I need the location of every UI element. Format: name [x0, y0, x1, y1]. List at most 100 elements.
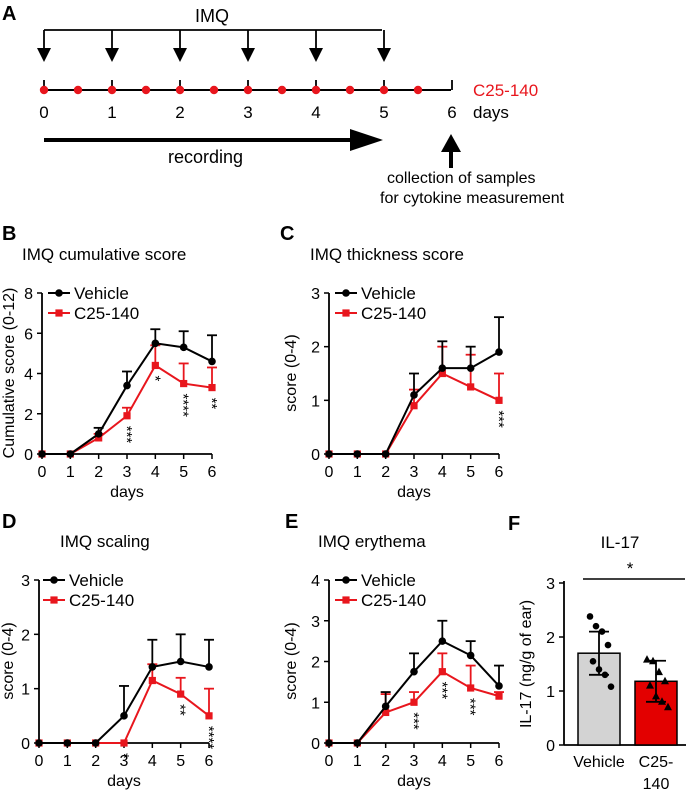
significance-marker: *: [146, 375, 163, 381]
significance-marker: *: [627, 559, 634, 578]
dose-dot: [413, 85, 423, 95]
y-tick-label: 0: [311, 447, 320, 464]
data-point: [410, 698, 418, 706]
x-tick-label: 6: [495, 464, 504, 481]
significance-marker: ***: [405, 712, 422, 730]
x-tick-label: 4: [438, 753, 447, 770]
dose-dot: [175, 85, 185, 95]
data-point: [646, 681, 654, 689]
legend-marker: [55, 289, 63, 297]
y-tick-label: 2: [21, 627, 30, 644]
data-point: [353, 450, 362, 458]
data-point: [495, 396, 503, 404]
x-tick-label: 1: [63, 753, 72, 770]
data-point: [151, 339, 160, 348]
y-tick-label: 3: [311, 286, 320, 303]
data-point: [495, 682, 503, 690]
data-point: [589, 658, 597, 665]
collection-line1: collection of samples: [387, 170, 536, 187]
x-tick-label: 4: [438, 464, 447, 481]
data-point: [601, 671, 609, 679]
y-tick-label: 0: [546, 738, 555, 755]
data-point: [205, 712, 213, 720]
x-axis-label: days: [397, 773, 431, 790]
significance-marker: ****: [200, 726, 217, 750]
y-axis-label: score (0-4): [283, 622, 300, 699]
panel-label: D: [2, 511, 16, 533]
x-tick-label: 0: [325, 753, 334, 770]
data-point: [151, 361, 159, 370]
data-point: [95, 434, 103, 442]
x-axis-label: days: [110, 484, 144, 501]
chart-c: C IMQ thickness score score (0-4) 0 1 2 3 0 1 2 3 4…: [280, 223, 507, 501]
imq-arrowhead: [37, 48, 51, 62]
data-point: [120, 739, 128, 747]
y-axis-label: IL-17 (ng/g of ear): [518, 600, 535, 728]
timeline-ticks: 0 1 2 3 4 5 6: [39, 80, 457, 122]
y-tick-label: 1: [546, 684, 555, 701]
data-point: [123, 412, 131, 420]
imq-arrowhead: [309, 48, 323, 62]
legend-label: Vehicle: [361, 571, 416, 590]
data-point: [208, 357, 216, 366]
timeline-tick-label: 0: [39, 103, 48, 122]
data-point: [208, 383, 216, 392]
dose-dot: [141, 85, 151, 95]
data-point: [325, 739, 333, 747]
legend-label: Vehicle: [69, 571, 124, 590]
data-point: [652, 691, 660, 700]
imq-arrowhead: [173, 48, 187, 62]
legend-marker: [50, 596, 58, 604]
x-tick-label: 1: [353, 464, 362, 481]
significance-marker: ****: [175, 394, 192, 418]
x-tick-label: 5: [466, 464, 475, 481]
x-tick-label: 6: [205, 753, 214, 770]
significance-marker: ***: [462, 698, 479, 716]
data-point: [466, 364, 475, 372]
y-axis-label: Cumulative score (0-12): [1, 288, 18, 459]
data-point: [410, 667, 418, 676]
x-tick-label: 3: [120, 753, 129, 770]
recording-arrowhead: [350, 129, 383, 151]
schematic-panel: A IMQ 0 1 2 3 4 5 6 C25-140 days recording col…: [2, 3, 565, 207]
significance-marker: ***: [490, 410, 507, 428]
legend-label: Vehicle: [361, 284, 416, 303]
y-tick-label: 6: [24, 326, 33, 343]
data-point: [438, 668, 446, 676]
x-tick-label: 4: [151, 464, 160, 481]
data-point: [35, 739, 43, 747]
compound-label: C25-140: [473, 81, 538, 100]
category-label: 140: [643, 776, 670, 793]
y-tick-label: 4: [311, 573, 320, 590]
x-axis-label: days: [107, 773, 141, 790]
timeline-tick-label: 2: [175, 103, 184, 122]
y-tick-label: 0: [311, 736, 320, 753]
data-point: [598, 628, 606, 635]
x-tick-label: 0: [38, 464, 47, 481]
x-tick-label: 1: [66, 464, 75, 481]
legend-label: C25-140: [361, 591, 426, 610]
series-vehicle: [325, 619, 504, 747]
panel-label-a: A: [2, 3, 16, 25]
x-tick-label: 2: [381, 753, 390, 770]
panel-label: E: [285, 511, 298, 533]
data-point: [438, 637, 447, 645]
data-point: [438, 364, 447, 372]
y-tick-label: 2: [24, 407, 33, 424]
data-point: [661, 676, 669, 685]
data-point: [38, 450, 46, 458]
x-tick-label: 3: [410, 464, 419, 481]
dose-dot: [277, 85, 287, 95]
x-tick-label: 3: [410, 753, 419, 770]
imq-arrowhead: [377, 48, 391, 62]
y-axis-label: score (0-4): [283, 334, 300, 411]
y-tick-label: 0: [21, 736, 30, 753]
legend-label: C25-140: [361, 304, 426, 323]
chart-title: IMQ scaling: [60, 532, 150, 551]
timeline-tick-label: 5: [379, 103, 388, 122]
